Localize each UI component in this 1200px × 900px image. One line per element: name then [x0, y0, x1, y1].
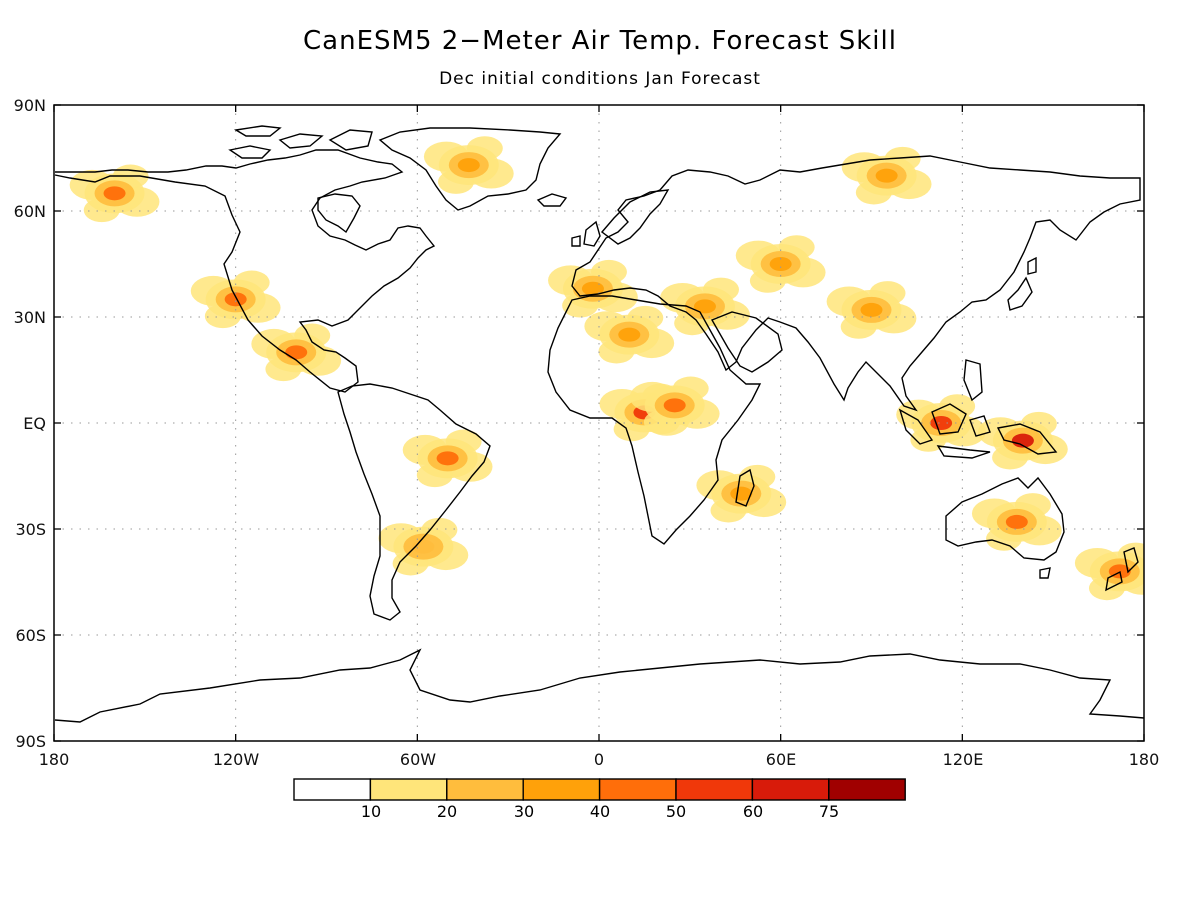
skill-region: [402, 429, 493, 488]
skill-shading: [69, 136, 1144, 601]
colorbar-label: 40: [589, 802, 611, 821]
colorbar-label: 10: [360, 802, 382, 821]
skill-patch-core: [769, 257, 792, 271]
coast-south-america: [337, 383, 491, 621]
lat-tick-label: 30S: [15, 520, 46, 539]
lat-tick-label: 30N: [13, 308, 46, 327]
skill-region: [971, 493, 1062, 551]
colorbar-label: 75: [818, 802, 840, 821]
skill-region: [977, 411, 1068, 470]
lon-tick-label: 120E: [942, 750, 984, 769]
lon-tick-label: 60E: [765, 750, 797, 769]
coast-indonesia: [898, 359, 1058, 459]
skill-region: [841, 146, 932, 205]
lon-tick-label: 180: [38, 750, 70, 769]
coast-australia: [945, 476, 1065, 561]
coast-arabia: [710, 311, 783, 373]
lon-tick-label: 60W: [399, 750, 437, 769]
skill-patch-core: [875, 168, 898, 183]
lat-tick-label: 60N: [13, 202, 46, 221]
colorbar-label: 60: [742, 802, 764, 821]
axis-tickmarks: [53, 104, 1145, 742]
coast-greenland: [378, 127, 562, 211]
coastlines: [54, 125, 1144, 723]
skill-patch-core: [930, 416, 953, 430]
skill-region: [735, 235, 826, 293]
skill-region: [548, 259, 638, 318]
skill-patch-core: [581, 281, 604, 296]
coast-japan: [1007, 256, 1037, 311]
skill-region: [629, 376, 720, 435]
colorbar-label: 20: [436, 802, 458, 821]
skill-patch-core: [436, 451, 459, 466]
lon-tick-label: 0: [593, 750, 605, 769]
skill-patch-core: [860, 302, 883, 317]
colorbar-label: 30: [513, 802, 535, 821]
coast-british-isles: [571, 220, 601, 247]
lat-tick-label: 90S: [15, 732, 46, 751]
coast-arctic-islands: [228, 125, 373, 159]
skill-patch-core: [285, 345, 308, 360]
gridlines: [54, 105, 1144, 741]
chart-subtitle: Dec initial conditions Jan Forecast: [439, 69, 761, 89]
colorbar-label: 50: [665, 802, 687, 821]
skill-patch-core: [663, 398, 686, 413]
lat-tick-label: 60S: [15, 626, 46, 645]
coast-new-zealand: [1105, 547, 1139, 592]
lon-tick-label: 180: [1128, 750, 1160, 769]
skill-patch-core: [224, 292, 247, 307]
skill-patch-core: [103, 186, 126, 201]
skill-patch-core: [693, 299, 716, 314]
skill-patch-core: [618, 327, 641, 342]
skill-patch-core: [1011, 433, 1034, 448]
coast-north-america: [54, 149, 436, 393]
coast-hudson-bay: [317, 193, 361, 234]
skill-region: [423, 136, 514, 194]
skill-patch-core: [730, 486, 753, 501]
coast-tasmania: [1039, 567, 1051, 579]
coast-madagascar: [735, 468, 755, 507]
skill-region: [251, 323, 342, 382]
skill-region: [190, 270, 281, 329]
coast-eurasia: [571, 155, 1141, 412]
lat-tick-label: EQ: [23, 414, 46, 433]
coast-iceland: [536, 193, 568, 207]
coast-antarctica: [54, 648, 1144, 723]
skill-patch-core: [1005, 514, 1028, 529]
lat-tick-label: 90N: [13, 96, 46, 115]
skill-region: [696, 464, 787, 523]
coast-scandinavia: [600, 189, 670, 245]
skill-region: [826, 281, 917, 339]
skill-region: [378, 517, 469, 576]
skill-region: [584, 305, 675, 364]
lon-tick-label: 120W: [212, 750, 260, 769]
coast-africa: [547, 295, 762, 545]
chart-title: CanESM5 2−Meter Air Temp. Forecast Skill: [303, 26, 897, 56]
skill-region: [69, 164, 160, 223]
skill-patch-core: [457, 158, 480, 173]
